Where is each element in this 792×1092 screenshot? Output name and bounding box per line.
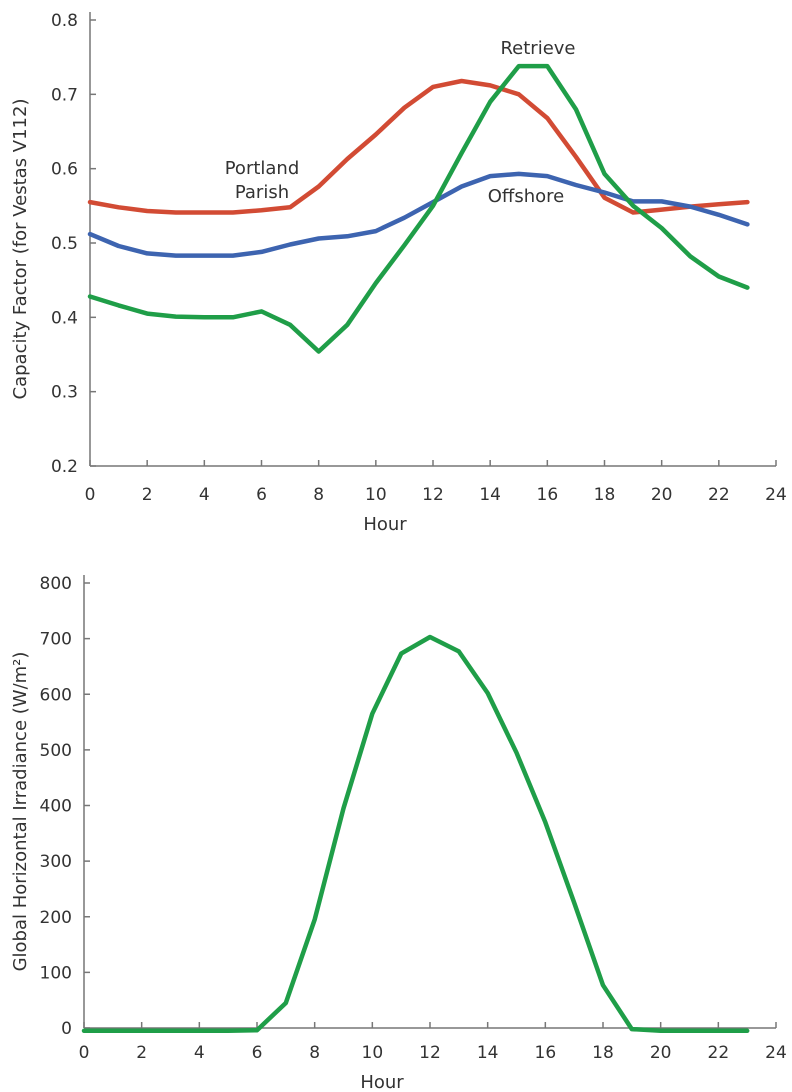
x-tick-label: 24 — [765, 1043, 787, 1063]
y-tick-label: 100 — [40, 963, 72, 983]
x-tick-label: 16 — [535, 1043, 557, 1063]
x-tick-label: 24 — [765, 485, 787, 505]
x-tick-label: 12 — [419, 1043, 441, 1063]
x-tick-label: 22 — [708, 1043, 730, 1063]
x-tick-label: 16 — [537, 485, 559, 505]
x-tick-label: 12 — [422, 485, 444, 505]
x-tick-label: 2 — [136, 1043, 147, 1063]
y-tick-label: 400 — [40, 797, 72, 817]
y-tick-label: 0 — [61, 1019, 72, 1039]
y-tick-label: 200 — [40, 908, 72, 928]
x-tick-label: 8 — [313, 485, 324, 505]
y-tick-label: 0.2 — [51, 457, 78, 477]
x-tick-label: 10 — [362, 1043, 384, 1063]
x-tick-label: 22 — [708, 485, 730, 505]
y-tick-label: 800 — [40, 574, 72, 594]
y-tick-label: 300 — [40, 852, 72, 872]
y-tick-label: 0.8 — [51, 11, 78, 31]
x-tick-label: 2 — [142, 485, 153, 505]
x-tick-label: 6 — [256, 485, 267, 505]
x-tick-label: 20 — [650, 1043, 672, 1063]
y-axis-label: Global Horizontal Irradiance (W/m²) — [10, 652, 31, 972]
x-tick-label: 20 — [651, 485, 673, 505]
x-tick-label: 0 — [85, 485, 96, 505]
x-axis-label: Hour — [360, 1072, 404, 1092]
series-line-retrieve — [87, 63, 750, 354]
x-tick-label: 14 — [477, 1043, 499, 1063]
y-tick-label: 0.5 — [51, 234, 78, 254]
x-tick-label: 0 — [79, 1043, 90, 1063]
y-tick-label: 700 — [40, 630, 72, 650]
y-tick-label: 600 — [40, 685, 72, 705]
x-tick-label: 4 — [199, 485, 210, 505]
series-label-portland-parish: Parish — [235, 182, 289, 203]
series-label-offshore: Offshore — [488, 186, 564, 207]
series-label-retrieve: Retrieve — [500, 38, 575, 59]
series-line-portland-parish — [87, 78, 750, 215]
x-tick-label: 6 — [252, 1043, 263, 1063]
x-tick-label: 8 — [309, 1043, 320, 1063]
x-tick-label: 18 — [594, 485, 616, 505]
y-tick-label: 0.7 — [51, 85, 78, 105]
x-tick-label: 18 — [592, 1043, 614, 1063]
capacity-factor-chart: 0.20.30.40.50.60.70.80 2 4 6 8 10 12 14 16 18 20 22… — [10, 11, 787, 535]
y-tick-label: 0.3 — [51, 383, 78, 403]
x-tick-label: 10 — [365, 485, 387, 505]
y-tick-label: 0.6 — [51, 160, 78, 180]
y-axis-label: Capacity Factor (for Vestas V112) — [10, 99, 31, 400]
x-axis-label: Hour — [363, 514, 407, 535]
x-tick-label: 14 — [479, 485, 501, 505]
y-tick-label: 500 — [40, 741, 72, 761]
series-label-portland-parish: Portland — [225, 158, 300, 179]
y-tick-label: 0.4 — [51, 308, 78, 328]
x-tick-label: 4 — [194, 1043, 205, 1063]
series-line-offshore — [87, 171, 750, 258]
series-line-irradiance — [81, 634, 750, 1034]
